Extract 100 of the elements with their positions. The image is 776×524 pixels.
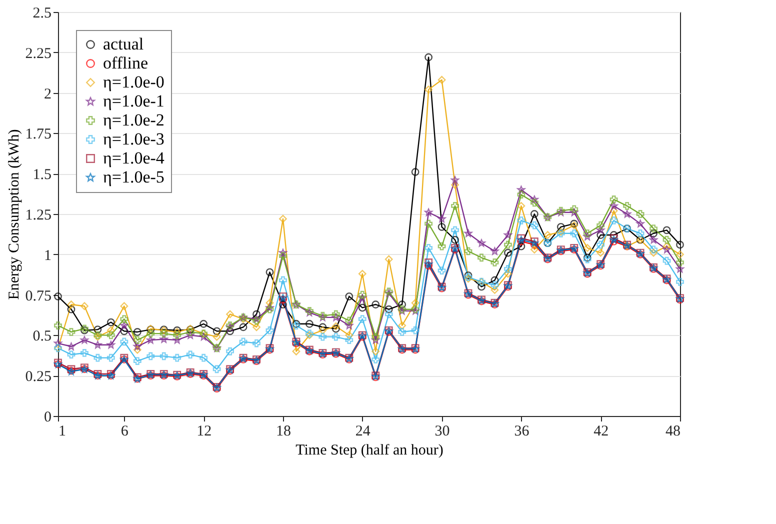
point [80,349,88,357]
point [504,231,512,239]
point [54,339,62,347]
point [67,300,76,308]
point [504,240,512,249]
point [226,327,234,336]
x-axis-title: Time Step (half an hour) [296,442,444,458]
y-tick-label: 0.25 [25,369,52,386]
point [610,196,618,204]
point [676,258,684,266]
legend-label: η=1.0e-0 [103,72,164,92]
point [173,336,182,344]
point [490,247,499,255]
point [650,236,658,244]
point [556,222,565,231]
point [332,313,340,322]
y-tick-label: 0.5 [32,328,52,345]
point [332,310,340,318]
point [279,296,287,304]
point [252,339,260,348]
legend-label: η=1.0e-5 [103,168,164,186]
point [358,290,366,299]
point [504,248,512,257]
point [133,328,142,336]
point [305,320,314,328]
point [372,336,380,344]
point [173,354,182,362]
point [212,327,221,336]
point [279,276,287,284]
point [596,248,605,257]
legend-label: η=1.0e-2 [103,110,164,130]
point [358,294,366,302]
point [252,323,260,332]
y-tick-label: 1.75 [25,126,52,143]
point [120,302,128,310]
point [212,365,221,374]
point [451,236,459,244]
point [266,268,274,276]
point [332,322,340,330]
point [623,202,632,210]
point [146,336,155,344]
point [517,190,526,199]
point [676,240,684,249]
x-tick-label: 18 [276,424,291,440]
point [266,305,274,314]
point [318,323,327,332]
point [610,202,618,210]
x-tick-label: 1 [58,424,66,440]
point [610,238,618,246]
point [252,310,260,318]
y-tick-label: 2 [44,86,52,102]
point [266,326,274,334]
point [80,336,88,344]
point [345,331,354,340]
point [384,310,393,318]
point [570,229,578,238]
point [292,347,300,356]
point [372,332,380,341]
point [623,210,632,218]
point [67,328,76,336]
x-tick-label: 48 [666,424,680,440]
legend-label: η=1.0e-4 [103,148,165,168]
point [106,340,115,349]
y-axis-title: Energy Consumption (kWh) [6,129,22,300]
point [650,229,658,238]
point [438,214,446,222]
point [133,357,142,366]
point [610,206,618,215]
point [676,250,684,258]
point [239,338,248,346]
point [212,332,221,341]
point [530,240,538,249]
point [94,326,102,334]
point [636,220,644,228]
point [490,276,499,284]
x-tick-label: 30 [434,424,450,440]
point [636,210,644,218]
point [504,270,512,278]
point [67,350,76,359]
point [490,258,499,266]
point [120,327,128,336]
point [676,278,684,286]
point [676,264,684,273]
point [358,270,366,278]
point [596,240,605,249]
point [451,226,459,234]
point [464,229,472,238]
point [544,231,552,239]
point [570,208,578,216]
point [530,210,538,218]
point [398,322,406,330]
point [596,231,605,239]
point [662,242,671,250]
point [54,292,62,300]
point [517,202,526,210]
point [583,232,592,240]
point [345,322,354,330]
point [133,346,142,354]
point [570,205,578,214]
point [252,316,260,325]
